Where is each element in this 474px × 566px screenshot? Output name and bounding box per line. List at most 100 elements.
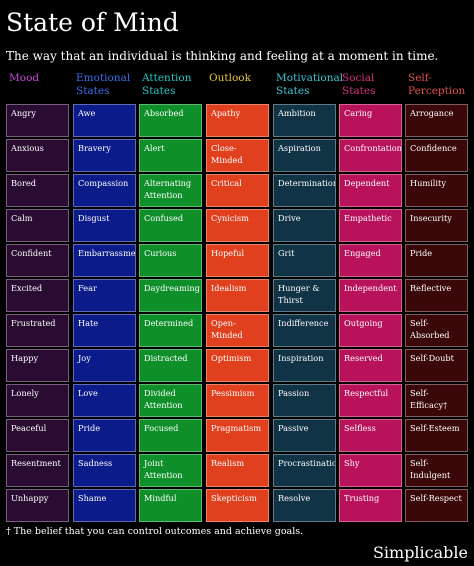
grid-cell: Humility: [405, 174, 468, 207]
grid-cell: Respectful: [339, 384, 402, 417]
grid-cell: Joy: [73, 349, 136, 382]
grid-cell: Mindful: [139, 489, 202, 522]
column-3: Outlook Apathy Close-Minded Critical Cynicis…: [206, 72, 269, 522]
column-header: Attention States: [142, 72, 192, 97]
grid-cell: Insecurity: [405, 209, 468, 242]
grid-cell: Pride: [405, 244, 468, 277]
grid-cell: Angry: [6, 104, 69, 137]
grid-cell: Indifference: [273, 314, 336, 347]
grid-cell: Love: [73, 384, 136, 417]
grid-cell: Curious: [139, 244, 202, 277]
grid-cell: Cynicism: [206, 209, 269, 242]
grid-cell: Trusting: [339, 489, 402, 522]
grid-cell: Idealism: [206, 279, 269, 312]
grid-cell: Drive: [273, 209, 336, 242]
grid-cell: Aspiration: [273, 139, 336, 172]
grid-cell: Selfless: [339, 419, 402, 452]
page-title: State of Mind: [6, 8, 179, 37]
grid-cell: Pessimism: [206, 384, 269, 417]
grid-cell: Daydreaming: [139, 279, 202, 312]
grid-cell: Resolve: [273, 489, 336, 522]
column-header: Social States: [342, 72, 376, 97]
grid-cell: Hopeful: [206, 244, 269, 277]
grid-cell: Compassion: [73, 174, 136, 207]
grid-cell: Pragmatism: [206, 419, 269, 452]
column-header: Self-Perception: [408, 72, 466, 97]
grid-cell: Reflective: [405, 279, 468, 312]
grid-cell: Unhappy: [6, 489, 69, 522]
grid-cell: Joint Attention: [139, 454, 202, 487]
grid-cell: Hunger & Thirst: [273, 279, 336, 312]
grid-cell: Engaged: [339, 244, 402, 277]
column-4: Motivational States Ambition Aspiration Det…: [273, 72, 344, 522]
column-1: Emotional States Awe Bravery Compassion Disg…: [73, 72, 136, 522]
grid-cell: Ambition: [273, 104, 336, 137]
grid-cell: Realism: [206, 454, 269, 487]
grid-cell: Pride: [73, 419, 136, 452]
grid-cell: Shame: [73, 489, 136, 522]
grid-cell: Fear: [73, 279, 136, 312]
column-6: Self-Perception Arrogance Confidence Humili…: [405, 72, 468, 522]
grid-cell: Confidence: [405, 139, 468, 172]
column-0: Mood Angry Anxious Bored Calm Confident Excite…: [6, 72, 69, 522]
grid-cell: Apathy: [206, 104, 269, 137]
grid-cell: Bravery: [73, 139, 136, 172]
grid-cell: Grit: [273, 244, 336, 277]
grid-cell: Peaceful: [6, 419, 69, 452]
grid-cell: Self-Esteem: [405, 419, 468, 452]
column-header: Outlook: [209, 72, 251, 84]
grid-cell: Bored: [6, 174, 69, 207]
grid-cell: Critical: [206, 174, 269, 207]
grid-cell: Arrogance: [405, 104, 468, 137]
footnote: † The belief that you can control outcom…: [6, 526, 304, 537]
grid-cell: Alternating Attention: [139, 174, 202, 207]
grid-cell: Optimism: [206, 349, 269, 382]
column-2: Attention States Absorbed Alert Alternating…: [139, 72, 202, 522]
grid-cell: Alert: [139, 139, 202, 172]
grid-cell: Determined: [139, 314, 202, 347]
grid-cell: Inspiration: [273, 349, 336, 382]
grid-cell: Distracted: [139, 349, 202, 382]
column-header: Motivational States: [276, 72, 344, 97]
grid-cell: Frustrated: [6, 314, 69, 347]
page-subtitle: The way that an individual is thinking a…: [6, 49, 439, 63]
grid-cell: Disgust: [73, 209, 136, 242]
grid-cell: Self-Indulgent: [405, 454, 468, 487]
grid-cell: Self-Efficacy†: [405, 384, 468, 417]
grid-cell: Happy: [6, 349, 69, 382]
grid-cell: Passive: [273, 419, 336, 452]
grid-cell: Dependent: [339, 174, 402, 207]
grid-cell: Self-Respect: [405, 489, 468, 522]
grid-cell: Calm: [6, 209, 69, 242]
grid-cell: Anxious: [6, 139, 69, 172]
grid-cell: Shy: [339, 454, 402, 487]
grid-cell: Lonely: [6, 384, 69, 417]
grid-cell: Close-Minded: [206, 139, 269, 172]
grid-cell: Divided Attention: [139, 384, 202, 417]
grid-cell: Self-Absorbed: [405, 314, 468, 347]
grid-cell: Outgoing: [339, 314, 402, 347]
grid-cell: Resentment: [6, 454, 69, 487]
column-header: Emotional States: [76, 72, 131, 97]
grid-cell: Independent: [339, 279, 402, 312]
column-5: Social States CaringConfrontationalDepend…: [339, 72, 402, 522]
grid-cell: Confused: [139, 209, 202, 242]
grid-cell: Embarrassment: [73, 244, 136, 277]
column-header: Mood: [9, 72, 40, 84]
grid-cell: Determination: [273, 174, 336, 207]
grid-cell: Confident: [6, 244, 69, 277]
grid-cell: Confrontational: [339, 139, 402, 172]
grid-cell: Focused: [139, 419, 202, 452]
grid-cell: Sadness: [73, 454, 136, 487]
grid-cell: Caring: [339, 104, 402, 137]
grid-cell: Reserved: [339, 349, 402, 382]
grid-cell: Excited: [6, 279, 69, 312]
grid-cell: Skepticism: [206, 489, 269, 522]
grid-cell: Self-Doubt: [405, 349, 468, 382]
grid-cell: Passion: [273, 384, 336, 417]
grid-cell: Open-Minded: [206, 314, 269, 347]
brand-logo-text: Simplicable: [372, 543, 468, 562]
grid-cell: Awe: [73, 104, 136, 137]
watermark: Simplicable: [218, 89, 260, 97]
grid-cell: Empathetic: [339, 209, 402, 242]
